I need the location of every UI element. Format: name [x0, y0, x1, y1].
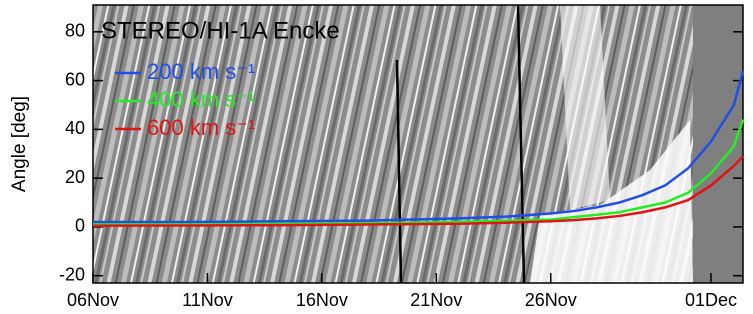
y-tick-label: 40 [65, 118, 85, 138]
legend-label: 600 km s⁻¹ [147, 115, 255, 140]
y-axis-label: Angle [deg] [9, 96, 30, 192]
x-tick-label: 16Nov [296, 290, 348, 310]
legend-label: 400 km s⁻¹ [147, 87, 255, 112]
chart: STEREO/HI-1A Encke Angle [deg] -20 0 20 40 6… [0, 0, 753, 314]
y-tick-label: 60 [65, 69, 85, 89]
x-tick-label: 26Nov [525, 290, 577, 310]
y-tick-label: -20 [59, 264, 85, 284]
x-tick-label: 21Nov [410, 290, 462, 310]
y-tick-label: 20 [65, 167, 85, 187]
x-tick-label: 11Nov [182, 290, 233, 310]
background-image [93, 5, 743, 283]
y-tick-label: 80 [65, 21, 85, 41]
legend-label: 200 km s⁻¹ [147, 59, 255, 84]
x-tick-label: 01Dec [685, 290, 737, 310]
chart-title: STEREO/HI-1A Encke [101, 17, 340, 44]
x-tick-label: 06Nov [67, 290, 119, 310]
y-tick-label: 0 [75, 216, 85, 236]
